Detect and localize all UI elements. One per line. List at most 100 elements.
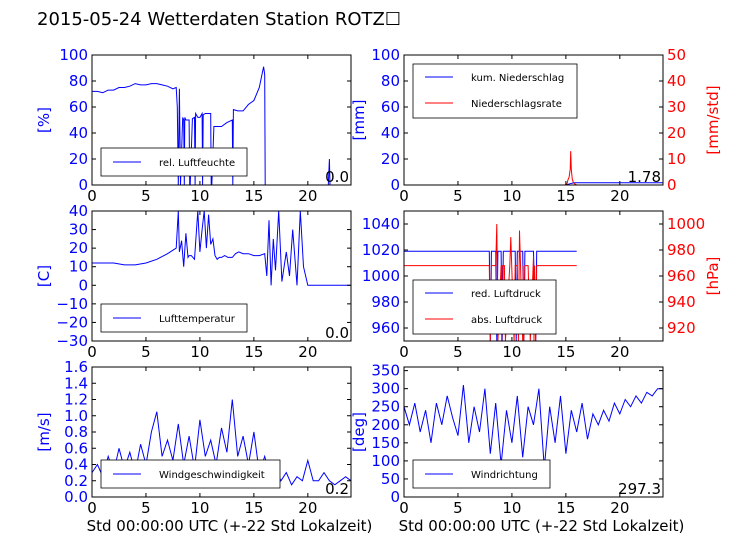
y-right-tick-label: 10 bbox=[667, 150, 686, 168]
y-tick-label: 10 bbox=[69, 258, 88, 276]
legend-label: kum. Niederschlag bbox=[471, 73, 564, 84]
y-tick-label: 20 bbox=[381, 150, 400, 168]
legend-label: Windgeschwindigkeit bbox=[159, 470, 265, 481]
legend-wind_direction: Windrichtung bbox=[412, 459, 551, 489]
y-tick-label: 50 bbox=[381, 470, 400, 488]
legend-label: Windrichtung bbox=[471, 470, 538, 481]
legend-temperature: Lufttemperatur bbox=[100, 303, 248, 333]
y-tick-label: 100 bbox=[371, 452, 400, 470]
x-tick-label: 0 bbox=[399, 499, 409, 517]
y-tick-label: 80 bbox=[69, 72, 88, 90]
y-tick-label: 100 bbox=[59, 46, 88, 64]
x-tick-label: 10 bbox=[502, 499, 521, 517]
legend-box bbox=[412, 279, 557, 335]
series-line-precipitation-0 bbox=[404, 182, 663, 185]
y-tick-label: 300 bbox=[371, 380, 400, 398]
y-right-tick-label: 960 bbox=[667, 267, 696, 285]
y-tick-label: 250 bbox=[371, 398, 400, 416]
x-tick-label: 10 bbox=[502, 343, 521, 361]
legend-label: rel. Luftfeuchte bbox=[159, 158, 235, 169]
chart-pressure: 0 5 10 15 20 960 980 1000 1020 1040 920 940 960 980 10… bbox=[362, 210, 722, 361]
axes-frame-temperature bbox=[91, 210, 352, 342]
series-line-humidity-0 bbox=[92, 66, 351, 185]
axes-frame-precipitation bbox=[403, 54, 664, 186]
y-axis-label: [m/s] bbox=[35, 412, 53, 451]
legend-box bbox=[412, 63, 578, 119]
value-annotation: 0.2 bbox=[325, 480, 349, 498]
y-tick-label: 80 bbox=[381, 72, 400, 90]
y-tick-label: 200 bbox=[371, 416, 400, 434]
x-tick-label: 5 bbox=[141, 343, 151, 361]
y-right-tick-label: 1000 bbox=[667, 215, 705, 233]
y-tick-label: 60 bbox=[69, 98, 88, 116]
value-annotation: 0.0 bbox=[325, 324, 349, 342]
legend-label: Niederschlagsrate bbox=[471, 99, 562, 110]
legend-label: abs. Luftdruck bbox=[471, 315, 542, 326]
x-tick-label: 10 bbox=[190, 187, 209, 205]
y-axis-label: [%] bbox=[35, 107, 53, 133]
y-tick-label: 60 bbox=[381, 98, 400, 116]
y-tick-label: 0 bbox=[78, 276, 88, 294]
chart-wind_speed: 0 5 10 15 200.00.20.40.60.81.01.21.41.6[m/s]… bbox=[35, 358, 372, 535]
x-tick-label: 20 bbox=[298, 499, 317, 517]
x-tick-label: 10 bbox=[502, 187, 521, 205]
legend-label: red. Luftdruck bbox=[471, 289, 541, 300]
y-tick-label: 20 bbox=[69, 239, 88, 257]
x-tick-label: 5 bbox=[453, 499, 463, 517]
y-tick-label: 20 bbox=[69, 150, 88, 168]
y-right-tick-label: 0 bbox=[667, 176, 677, 194]
y-tick-label: 40 bbox=[69, 202, 88, 220]
x-tick-label: 15 bbox=[244, 499, 263, 517]
series-line-temperature-0 bbox=[92, 211, 351, 286]
x-tick-label: 10 bbox=[190, 343, 209, 361]
y-tick-label: 1000 bbox=[362, 267, 400, 285]
y-axis-label: [deg] bbox=[350, 412, 368, 452]
y-tick-label: 1.6 bbox=[64, 358, 88, 376]
y-tick-label: 960 bbox=[371, 319, 400, 337]
x-tick-label: 0 bbox=[399, 187, 409, 205]
x-tick-label: 0 bbox=[87, 499, 97, 517]
y-axis-label: [mm] bbox=[350, 100, 368, 141]
x-tick-label: 15 bbox=[244, 343, 263, 361]
legend-humidity: rel. Luftfeuchte bbox=[100, 147, 248, 177]
legend-wind_speed: Windgeschwindigkeit bbox=[100, 459, 281, 489]
x-axis-label: Std 00:00:00 UTC (+-22 Std Lokalzeit) bbox=[87, 517, 373, 535]
y-tick-label: 0.8 bbox=[64, 423, 88, 441]
axes-frame-humidity bbox=[91, 54, 352, 186]
x-tick-label: 10 bbox=[190, 499, 209, 517]
legend-box bbox=[412, 459, 551, 489]
y-tick-label: 150 bbox=[371, 434, 400, 452]
x-tick-label: 0 bbox=[399, 343, 409, 361]
y-right-tick-label: 30 bbox=[667, 98, 686, 116]
y-tick-label: 100 bbox=[371, 46, 400, 64]
y-tick-label: 0 bbox=[390, 176, 400, 194]
y-tick-label: 40 bbox=[69, 124, 88, 142]
y-tick-label: 350 bbox=[371, 362, 400, 380]
y-tick-label: 1040 bbox=[362, 215, 400, 233]
y-right-tick-label: 940 bbox=[667, 293, 696, 311]
x-tick-label: 20 bbox=[298, 187, 317, 205]
x-tick-label: 0 bbox=[87, 343, 97, 361]
y-tick-label: 1.0 bbox=[64, 407, 88, 425]
y-tick-label: 30 bbox=[69, 221, 88, 239]
legend-precipitation: kum. Niederschlag Niederschlagsrate bbox=[412, 63, 578, 119]
y-right-axis-label: [hPa] bbox=[704, 257, 722, 296]
y-tick-label: 0 bbox=[390, 488, 400, 506]
legend-label: Lufttemperatur bbox=[159, 314, 236, 325]
x-tick-label: 0 bbox=[87, 187, 97, 205]
y-tick-label: 980 bbox=[371, 293, 400, 311]
series-line-wind_direction-0 bbox=[404, 385, 663, 469]
x-tick-label: 15 bbox=[244, 187, 263, 205]
y-tick-label: 0.0 bbox=[64, 488, 88, 506]
chart-precipitation: 0 5 10 15 20 0 20 40 60 80 100 0 10 20 30 40 50 [mm] [mm/s… bbox=[350, 46, 722, 205]
chart-humidity: 0 5 10 15 20 0 20 40 60 80 100 [%] rel. Luftfeuchte 0… bbox=[35, 46, 352, 205]
x-tick-label: 20 bbox=[298, 343, 317, 361]
value-annotation: 297.3 bbox=[618, 480, 661, 498]
legend-pressure: red. Luftdruck abs. Luftdruck bbox=[412, 279, 557, 335]
y-tick-label: 40 bbox=[381, 124, 400, 142]
value-annotation: 0.0 bbox=[325, 168, 349, 186]
y-right-axis-label: [mm/std] bbox=[704, 85, 722, 154]
x-tick-label: 5 bbox=[453, 187, 463, 205]
